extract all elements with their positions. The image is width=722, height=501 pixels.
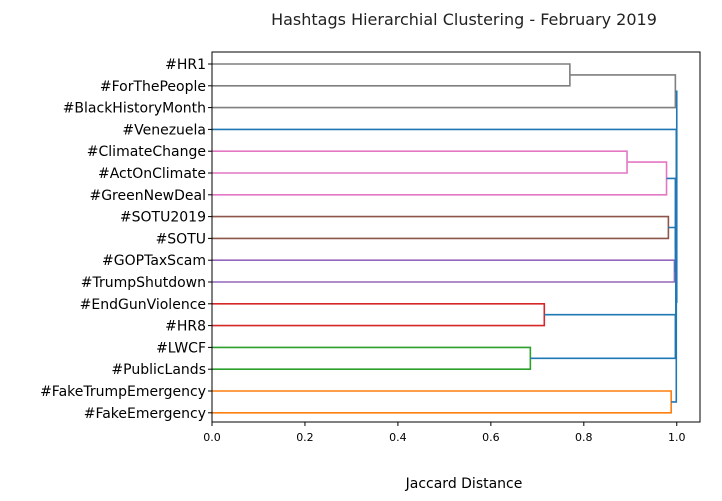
leaf-label: #TrumpShutdown [81, 275, 206, 291]
dendrogram-link-c1 [212, 63, 571, 87]
leaf-labels: #HR1 #ForThePeople #BlackHistoryMonth #Vene… [40, 57, 212, 422]
plot-frame [211, 51, 701, 423]
dendrogram-link-c4 [212, 161, 668, 196]
x-tick-label: 1.0 [668, 431, 686, 444]
leaf-label: #BlackHistoryMonth [63, 101, 206, 117]
dendrogram-link-c5 [212, 215, 670, 240]
leaf-label: #ForThePeople [100, 79, 206, 95]
x-tick-label: 0.4 [389, 431, 407, 444]
dendrogram-link-c8 [212, 346, 532, 370]
leaf-label: #GreenNewDeal [89, 188, 206, 204]
leaf-label: #LWCF [156, 340, 206, 356]
leaf-label: #GOPTaxScam [102, 253, 206, 269]
leaf-label: #HR1 [165, 57, 206, 73]
dendrogram-link-c2 [212, 74, 677, 109]
dendrogram-link-c12 [530, 313, 677, 360]
dendrogram-link-c16 [675, 90, 678, 303]
dendrogram-link-c3 [212, 150, 628, 174]
leaf-label: #FakeEmergency [84, 406, 206, 422]
x-axis-label: Jaccard Distance [405, 476, 523, 492]
leaf-label: #SOTU [156, 231, 206, 247]
leaf-label: #EndGunViolence [80, 297, 206, 313]
leaf-label: #Venezuela [122, 122, 206, 138]
leaf-label: #FakeTrumpEmergency [40, 384, 206, 400]
x-tick-label: 0.8 [575, 431, 593, 444]
x-tick-label: 0.0 [203, 431, 221, 444]
dendrogram-link-c7 [212, 303, 546, 327]
leaf-label: #ClimateChange [87, 144, 206, 160]
chart-title: Hashtags Hierarchial Clustering - Februa… [271, 10, 657, 29]
leaf-label: #HR8 [165, 319, 206, 335]
dendrogram-links [212, 63, 678, 414]
leaf-label: #PublicLands [111, 362, 206, 378]
dendrogram-link-c9 [212, 390, 672, 414]
dendrogram-link-c15 [671, 202, 678, 403]
leaf-label: #SOTU2019 [120, 210, 206, 226]
leaf-label: #ActOnClimate [98, 166, 206, 182]
x-tick-label: 0.6 [482, 431, 500, 444]
x-axis-ticks: 0.0 0.2 0.4 0.6 0.8 1.0 [203, 422, 686, 444]
dendrogram-link-c6 [212, 259, 676, 283]
x-tick-label: 0.2 [296, 431, 314, 444]
